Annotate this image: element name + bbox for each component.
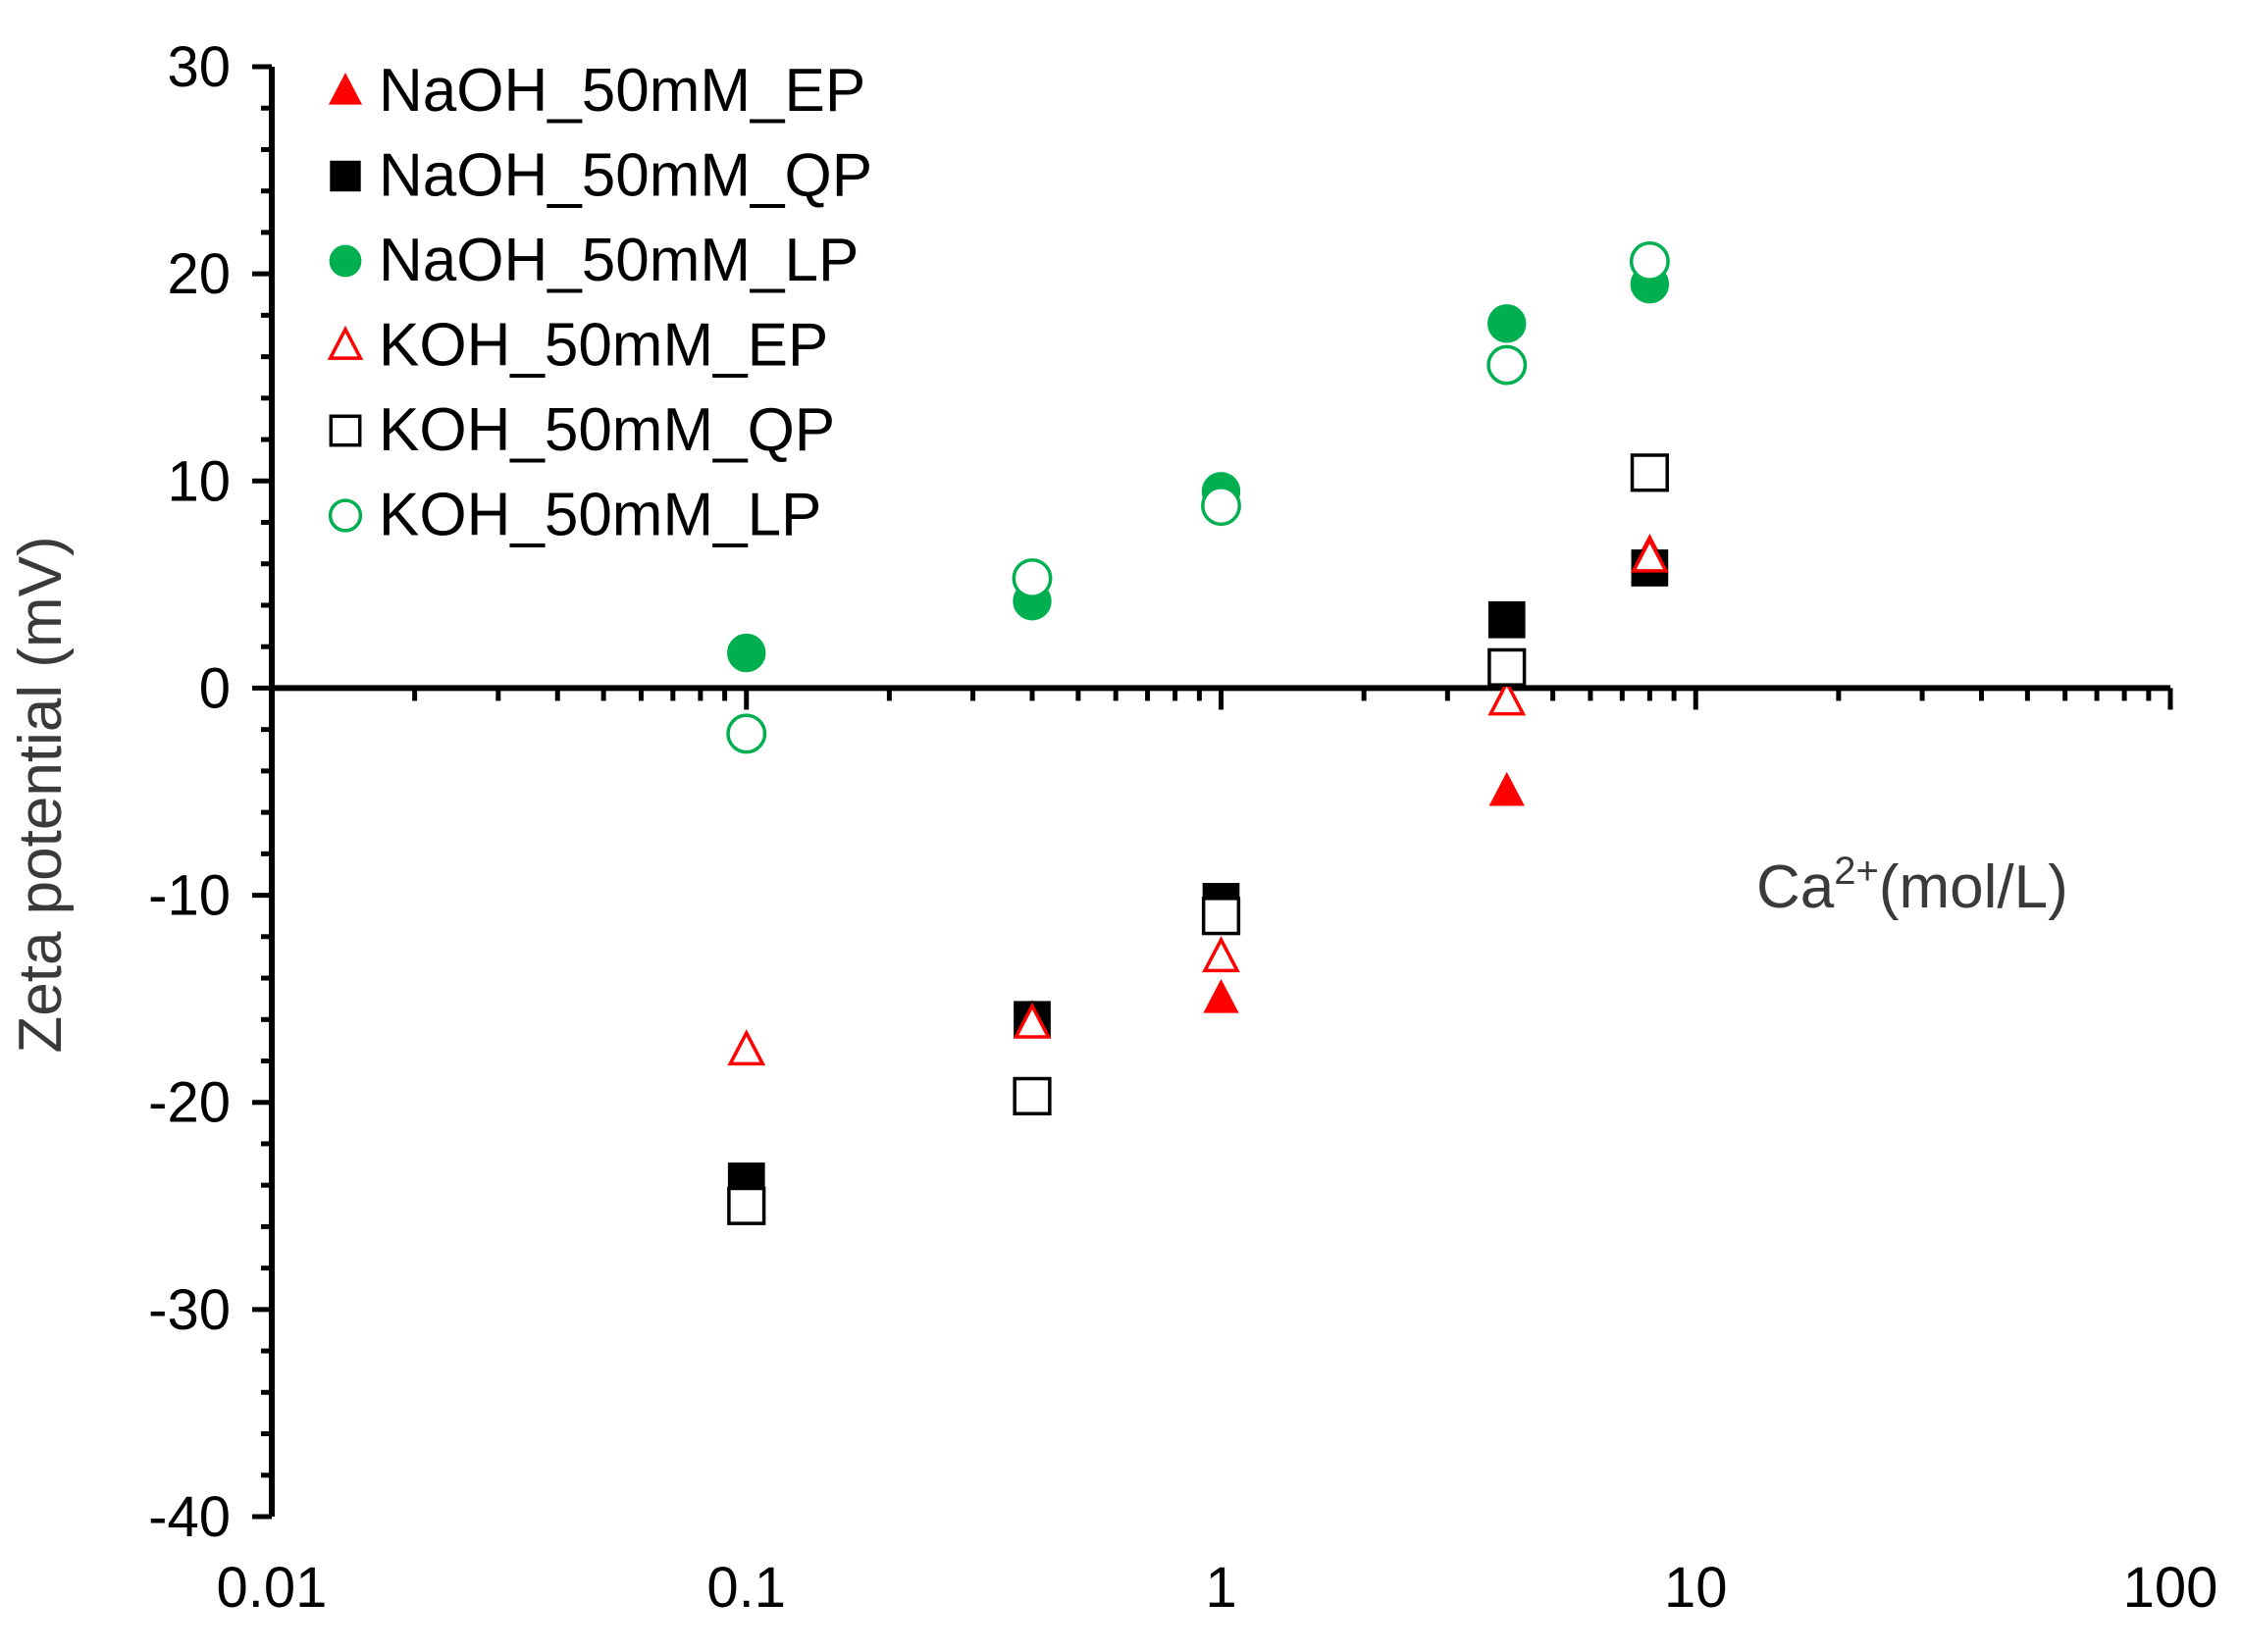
y-tick-label: -40: [148, 1485, 231, 1549]
series-koh-50mm-ep: [727, 536, 1669, 1066]
legend-label: KOH_50mM_EP: [379, 312, 828, 380]
data-point: [1630, 453, 1669, 492]
legend-label: NaOH_50mM_EP: [379, 57, 865, 125]
data-point: [1488, 771, 1525, 806]
legend-marker: [329, 414, 362, 447]
series-naoh-50mm-lp: [727, 265, 1670, 673]
data-point: [1202, 936, 1240, 973]
data-point: [1201, 897, 1241, 936]
legend-marker: [328, 73, 363, 105]
x-tick-label: 1: [1205, 1556, 1236, 1620]
data-point: [1487, 647, 1527, 687]
legend: NaOH_50mM_EP NaOH_50mM_QP NaOH_50mM_LP KOH_…: [327, 57, 872, 549]
y-tick-label: -10: [148, 864, 231, 928]
series-naoh-50mm-ep: [728, 534, 1668, 1065]
data-point: [1203, 978, 1239, 1013]
x-axis-title-unit: (mol/L): [1879, 853, 2068, 921]
data-point: [1201, 486, 1241, 527]
y-axis-title: Zeta potential (mV): [7, 536, 75, 1053]
data-point: [1013, 1076, 1052, 1115]
data-point: [1630, 536, 1669, 573]
data-point: [1629, 241, 1670, 282]
x-tick-label: 0.01: [217, 1556, 328, 1620]
y-tick-label: 20: [167, 242, 231, 306]
data-point: [1486, 344, 1528, 386]
x-axis-title: Ca2+(mol/L): [1756, 850, 2068, 921]
x-axis-title-base: Ca: [1756, 853, 1835, 921]
series-koh-50mm-lp: [726, 241, 1670, 754]
x-tick-label: 0.1: [706, 1556, 786, 1620]
legend-marker: [329, 244, 362, 278]
series-naoh-50mm-qp: [727, 549, 1669, 1200]
x-tick-label: 10: [1664, 1556, 1728, 1620]
legend-marker: [327, 325, 364, 360]
y-tick-label: 30: [167, 35, 231, 99]
data-point: [1013, 1002, 1052, 1039]
y-tick-label: -20: [148, 1071, 231, 1135]
legend-label: NaOH_50mM_LP: [379, 227, 859, 294]
legend-label: KOH_50mM_LP: [379, 482, 821, 549]
y-tick-label: -30: [148, 1278, 231, 1342]
y-tick-label: 0: [199, 656, 231, 720]
data-points-layer: [726, 241, 1670, 1225]
legend-marker: [330, 160, 361, 192]
data-point: [727, 1029, 766, 1066]
legend-label: NaOH_50mM_QP: [379, 142, 872, 210]
data-point: [1487, 600, 1526, 639]
data-point: [1487, 304, 1527, 343]
legend-marker: [328, 498, 363, 533]
data-point: [726, 713, 767, 754]
x-tick-label: 100: [2123, 1556, 2218, 1620]
y-tick-label: 10: [167, 449, 231, 513]
data-point: [1487, 679, 1527, 716]
series-koh-50mm-qp: [727, 453, 1669, 1225]
legend-label: KOH_50mM_QP: [379, 396, 835, 464]
x-axis-title-superscript: 2+: [1834, 850, 1879, 893]
data-point: [1012, 558, 1053, 598]
axis-titles: Zeta potential (mV) Ca2+(mol/L): [7, 536, 2068, 1053]
data-point: [727, 1186, 766, 1225]
data-point: [727, 633, 766, 673]
